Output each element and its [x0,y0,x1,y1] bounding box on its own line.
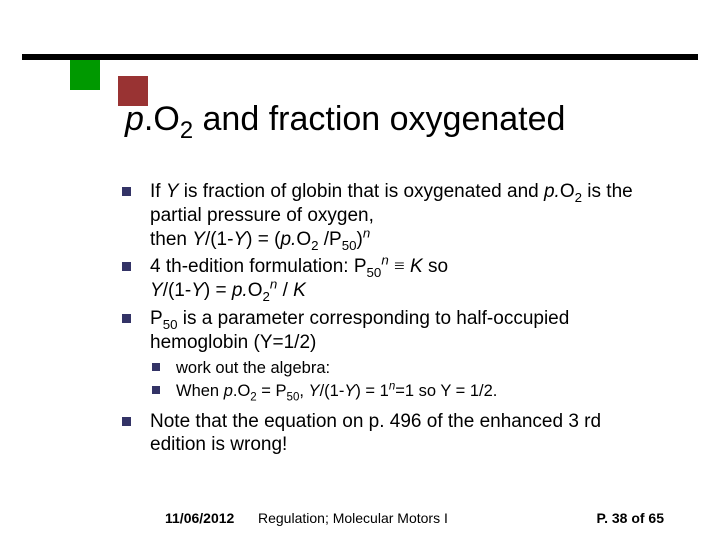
footer-subject: Regulation; Molecular Motors I [258,510,448,526]
bullet-item: 4 th-edition formulation: P50n ≡ K soY/(… [122,255,662,303]
slide-content: If Y is fraction of globin that is oxyge… [122,180,662,461]
main-bullet-list-cont: Note that the equation on p. 496 of the … [122,410,662,458]
decor-square-green [70,60,100,90]
footer-page: P. 38 of 65 [597,510,664,526]
bullet-item: P50 is a parameter corresponding to half… [122,307,662,355]
top-bar [22,54,698,60]
bullet-item: Note that the equation on p. 496 of the … [122,410,662,458]
footer-date: 11/06/2012 [165,510,234,526]
sub-bullet-item: work out the algebra: [150,358,662,379]
sub-bullet-list: work out the algebra: When p.O2 = P50, Y… [150,358,662,401]
main-bullet-list: If Y is fraction of globin that is oxyge… [122,180,662,354]
sub-bullet-item: When p.O2 = P50, Y/(1-Y) = 1n=1 so Y = 1… [150,381,662,402]
sub-bullet-wrapper: work out the algebra: When p.O2 = P50, Y… [150,358,662,401]
slide-title: p.O2 and fraction oxygenated [125,100,565,139]
bullet-item: If Y is fraction of globin that is oxyge… [122,180,662,251]
